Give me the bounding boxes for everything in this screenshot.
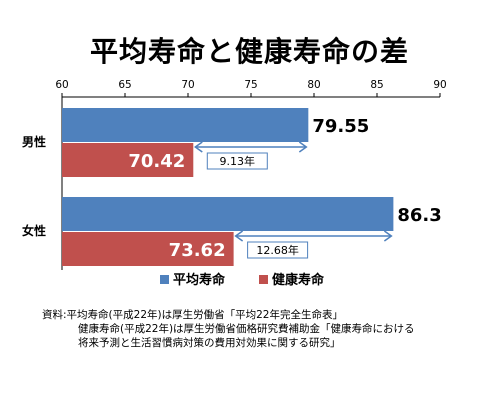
- bar-male-average: [62, 108, 309, 142]
- difference-label-box: [206, 152, 268, 170]
- x-tick-label: 90: [433, 79, 446, 91]
- difference-label: 12.68年: [256, 243, 299, 257]
- category-label: 女性: [22, 223, 46, 238]
- bar-female-healthy: [62, 232, 234, 266]
- category-label: 男性: [22, 134, 46, 149]
- difference-arrow-head-right: [383, 230, 393, 242]
- difference-label: 9.13年: [220, 154, 256, 168]
- data-label: 79.55: [312, 116, 369, 137]
- x-tick-label: 70: [181, 79, 194, 91]
- legend-label: 健康寿命: [272, 272, 325, 288]
- chart-title: 平均寿命と健康寿命の差: [89, 35, 409, 68]
- x-tick-label: 75: [244, 79, 257, 91]
- source-line-3: 将来予測と生活習慣病対策の費用対効果に関する研究」: [78, 337, 341, 349]
- data-label: 70.42: [128, 151, 185, 172]
- legend-label: 平均寿命: [173, 272, 226, 288]
- x-tick-label: 85: [370, 79, 383, 91]
- source-label: 資料:: [42, 309, 67, 321]
- legend-swatch: [160, 275, 169, 284]
- x-tick-label: 80: [307, 79, 320, 91]
- difference-arrow-head-right: [298, 141, 308, 153]
- legend-swatch: [259, 275, 268, 284]
- x-tick-label: 60: [55, 79, 68, 91]
- difference-arrow-head-left: [194, 141, 203, 153]
- source-line-1: 平均寿命(平成22年)は厚生労働省「平均22年完全生命表」: [66, 309, 343, 321]
- source-line-2: 健康寿命(平成22年)は厚生労働省価格研究費補助金「健康寿命における: [78, 323, 415, 335]
- difference-arrow-head-left: [234, 230, 244, 242]
- data-label: 86.3: [397, 205, 441, 226]
- x-tick-label: 65: [118, 79, 131, 91]
- difference-label-box: [247, 241, 309, 259]
- source-note: 資料:平均寿命(平成22年)は厚生労働省「平均22年完全生命表」 健康寿命(平成…: [42, 308, 415, 350]
- bar-male-healthy: [62, 143, 194, 177]
- data-label: 73.62: [169, 240, 226, 261]
- bar-female-average: [62, 197, 394, 231]
